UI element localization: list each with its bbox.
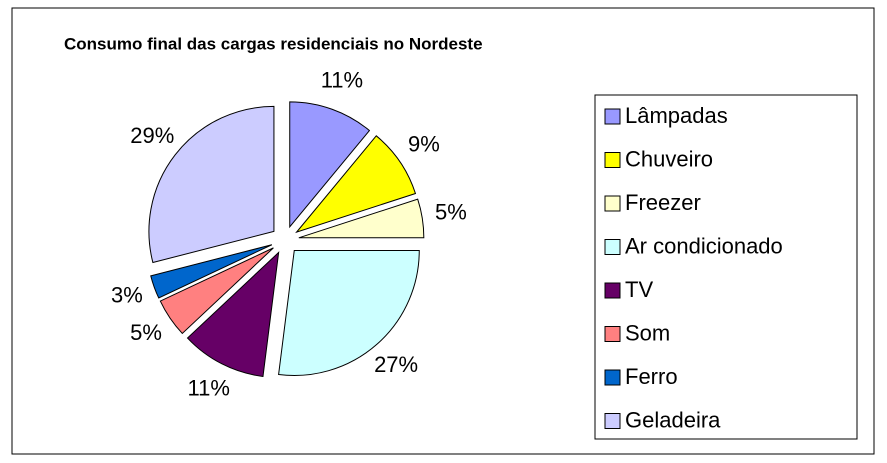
- pie-slice: [186, 251, 280, 378]
- pie-slice: [289, 101, 371, 229]
- data-label: 11%: [321, 68, 363, 93]
- pie-slice: [298, 198, 425, 239]
- legend-swatch: [604, 326, 621, 342]
- pie-slice: [148, 105, 275, 264]
- legend-label: Chuveiro: [625, 146, 713, 171]
- legend-label: Som: [625, 320, 670, 345]
- data-label: 5%: [435, 200, 467, 225]
- chart-title: Consumo final das cargas residenciais no…: [64, 34, 483, 53]
- data-label: 27%: [374, 352, 418, 377]
- legend-swatch: [604, 369, 621, 386]
- pie-slice: [159, 247, 274, 335]
- data-label: 5%: [130, 320, 162, 345]
- legend-label: Geladeira: [625, 407, 721, 432]
- legend-swatch: [604, 152, 621, 168]
- legend-label: Freezer: [625, 190, 701, 215]
- data-label: 11%: [188, 376, 230, 401]
- pie-slice: [150, 244, 273, 299]
- legend-label: Ar condicionado: [625, 233, 783, 258]
- data-label: 9%: [408, 131, 440, 156]
- legend-label: Lâmpadas: [625, 103, 728, 128]
- legend-swatch: [604, 239, 621, 255]
- data-label: 3%: [111, 283, 143, 308]
- pie-slice: [278, 250, 420, 376]
- legend-box: [594, 94, 858, 440]
- data-label: 29%: [130, 123, 174, 148]
- legend-swatch: [604, 195, 621, 212]
- legend-label: TV: [625, 277, 653, 302]
- legend-swatch: [604, 282, 621, 299]
- pie-slice: [295, 135, 417, 234]
- legend-swatch: [604, 413, 621, 429]
- legend-label: Ferro: [625, 364, 678, 389]
- legend-swatch: [604, 108, 621, 125]
